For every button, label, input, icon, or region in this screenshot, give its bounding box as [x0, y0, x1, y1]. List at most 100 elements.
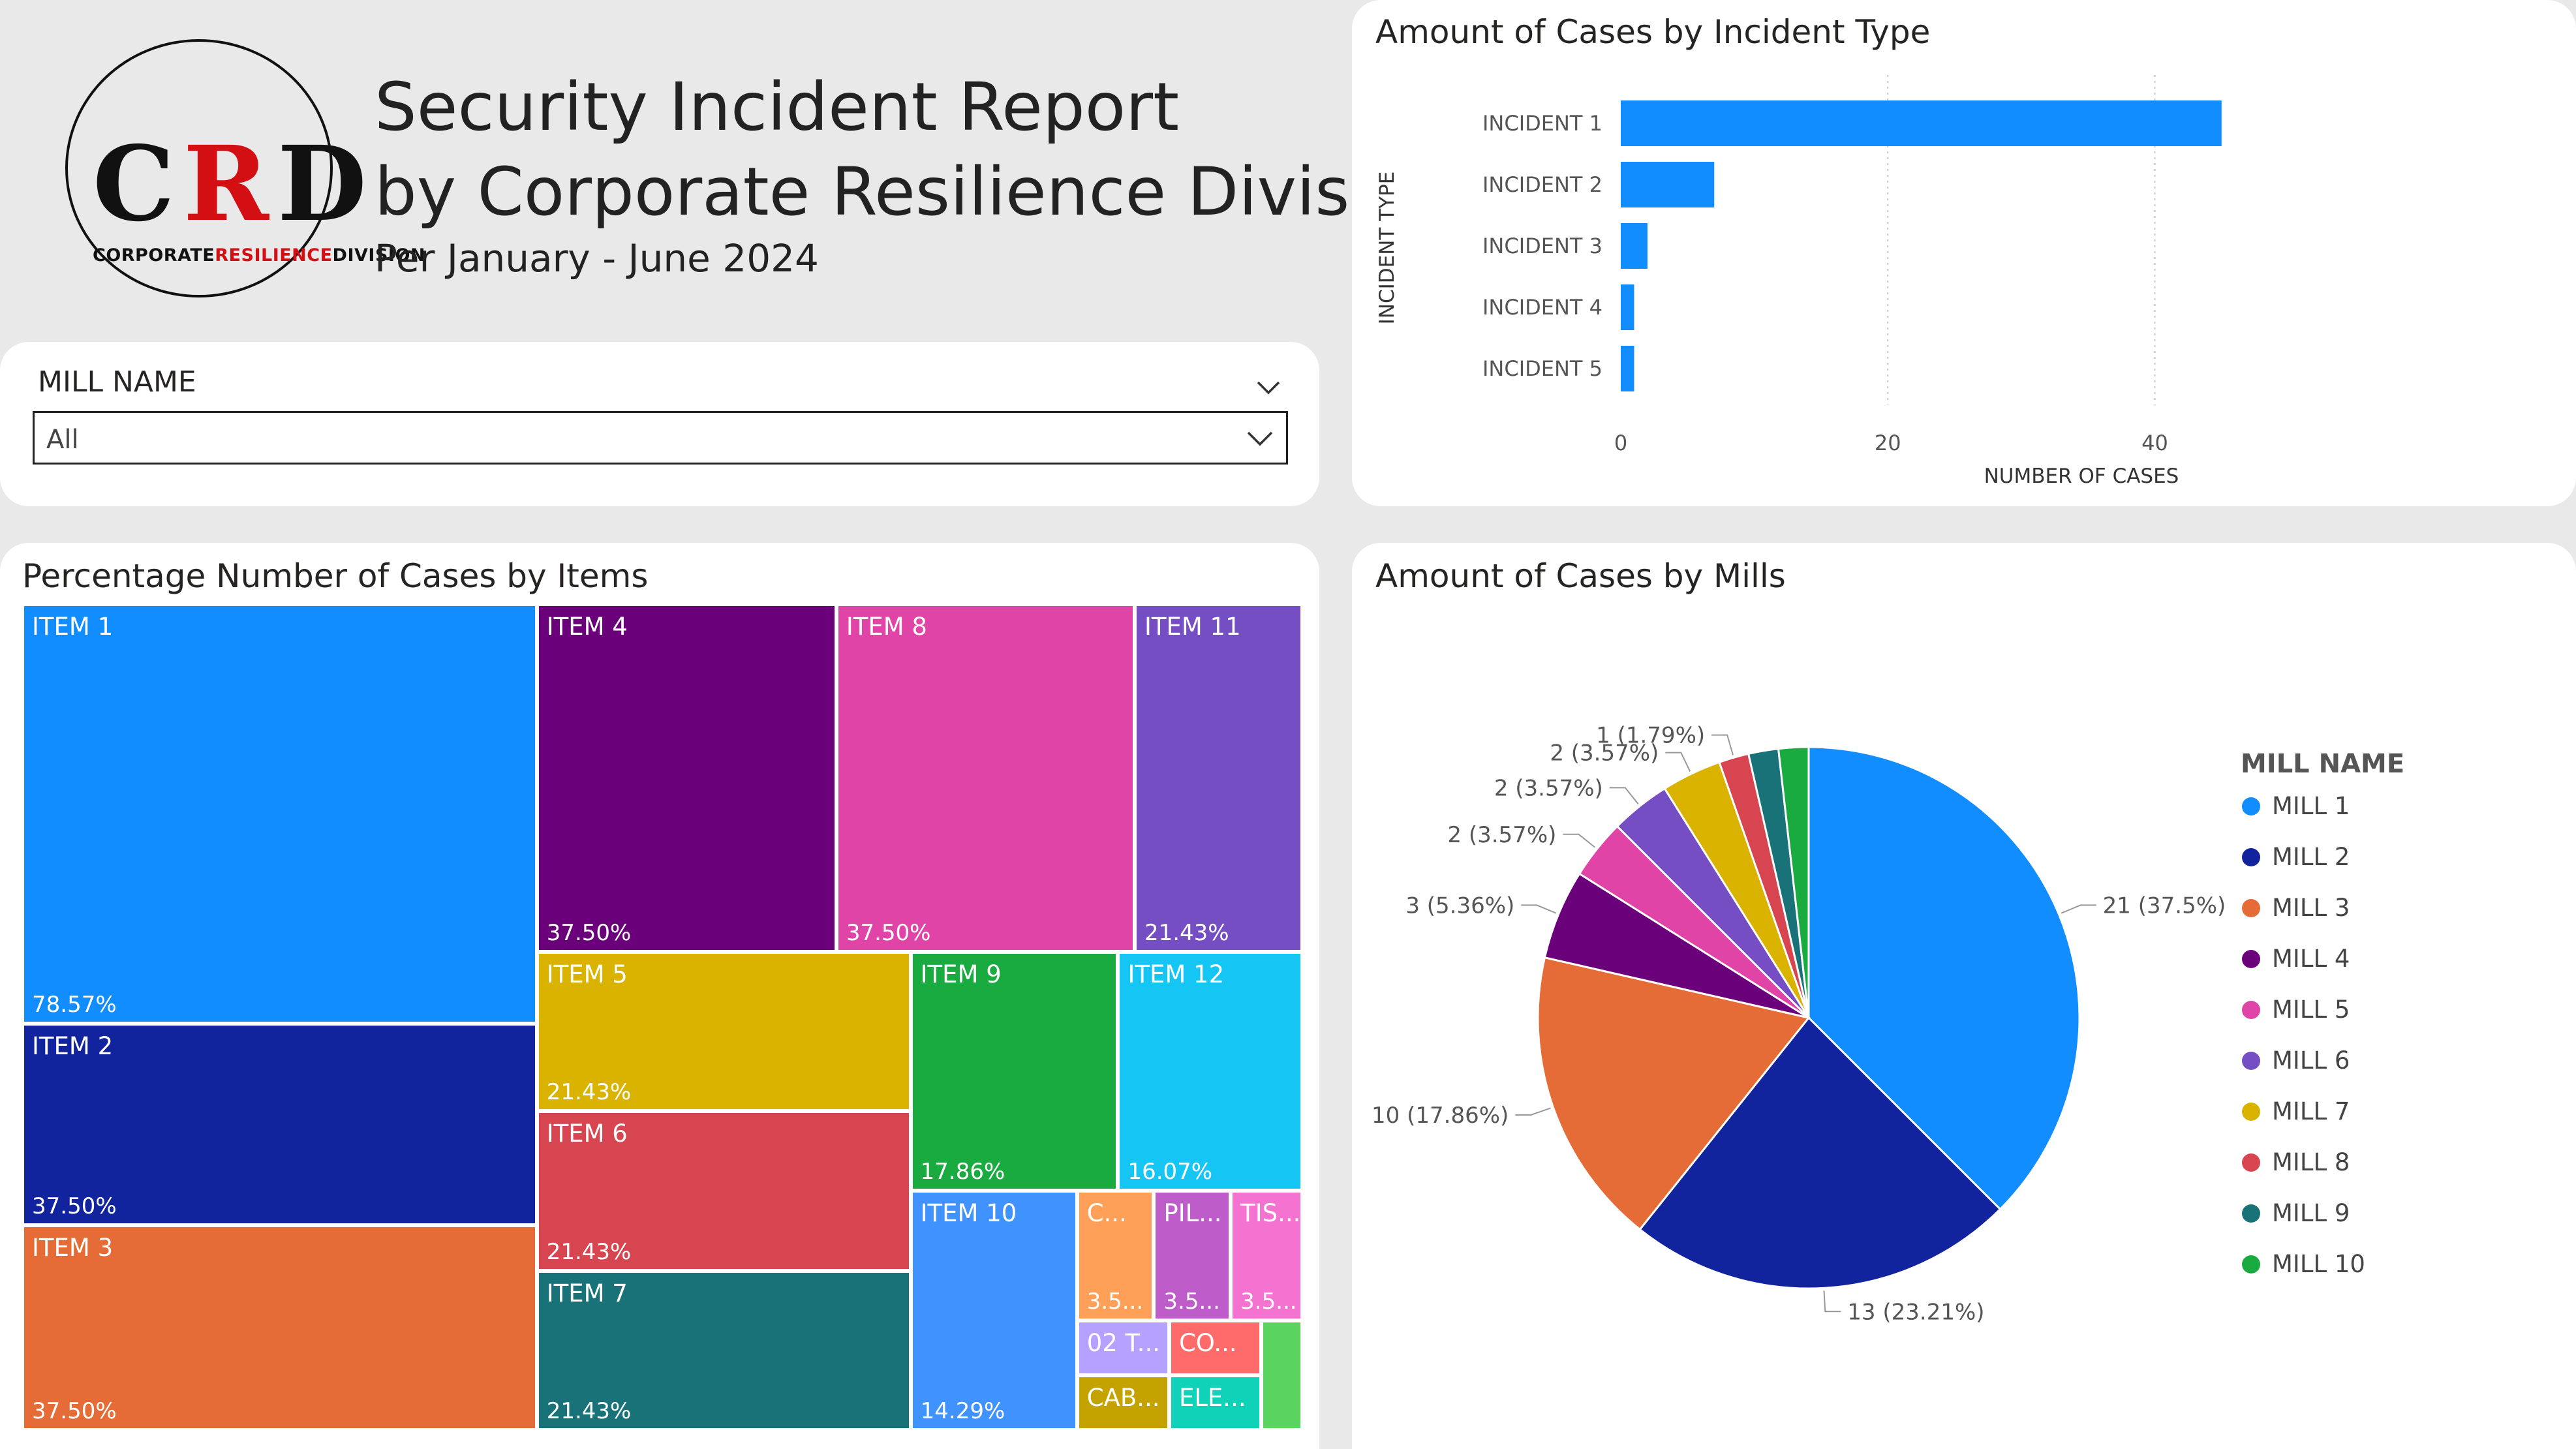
treemap-tile[interactable]: C... 3.5... [1077, 1190, 1154, 1320]
treemap-tile-label: ITEM 4 [546, 613, 628, 641]
treemap-tile-value: 21.43% [546, 1397, 632, 1424]
x-tick-label: 20 [1875, 431, 1901, 455]
treemap-title: Percentage Number of Cases by Items [22, 557, 649, 595]
treemap-tile[interactable]: ITEM 4 37.50% [536, 604, 836, 952]
treemap-tile[interactable]: ITEM 2 37.50% [22, 1024, 537, 1226]
incident-bar[interactable] [1621, 100, 2222, 146]
pie-slice[interactable] [1537, 956, 1811, 1231]
treemap-tile[interactable] [1261, 1320, 1302, 1430]
logo-letter: R [183, 124, 269, 245]
logo-letter: C [93, 124, 175, 245]
treemap-tile-value: 3.5... [1163, 1288, 1220, 1315]
x-axis-title: NUMBER OF CASES [1984, 465, 2179, 488]
treemap-tile[interactable]: ITEM 12 16.07% [1118, 951, 1302, 1191]
treemap-tile-label: PIL... [1163, 1198, 1222, 1227]
mills-chart-card: Amount of Cases by Mills 21 (37.5%) 13 (2… [1352, 543, 2576, 1449]
treemap-tile-value: 3.5... [1240, 1288, 1297, 1315]
pie-slice[interactable] [1638, 1016, 2002, 1290]
report-subtitle: Per January - June 2024 [375, 236, 819, 281]
legend-item[interactable]: MILL 4 [2242, 945, 2350, 973]
treemap-tile[interactable]: ITEM 10 14.29% [910, 1190, 1077, 1430]
items-treemap-card: Percentage Number of Cases by Items ITEM… [0, 543, 1319, 1449]
report-title-line1: Security Incident Report [375, 69, 1180, 146]
treemap-tile[interactable]: ITEM 5 21.43% [536, 951, 911, 1112]
slicer-label: MILL NAME [38, 365, 196, 399]
treemap-tile-label: TIS... [1240, 1198, 1301, 1227]
pie-slice[interactable] [1807, 746, 2081, 1211]
treemap-tile[interactable]: CO... [1169, 1320, 1262, 1376]
logo-word: RESILIENCE [215, 245, 333, 266]
pie-slice[interactable] [1543, 872, 1809, 1019]
collapse-chevron-icon[interactable] [1255, 378, 1281, 397]
incident-bar[interactable] [1621, 162, 1715, 207]
legend-label: MILL 4 [2272, 945, 2350, 973]
treemap-tile-value: 17.86% [920, 1158, 1005, 1185]
legend-item[interactable]: MILL 6 [2242, 1046, 2350, 1075]
items-treemap: ITEM 1 78.57% ITEM 2 37.50% ITEM 3 37.50% ITEM… [0, 543, 1319, 1449]
treemap-tile[interactable]: ITEM 1 78.57% [22, 604, 537, 1024]
report-title: Security Incident Report by Corporate Re… [375, 65, 1451, 235]
treemap-tile-value: 21.43% [1144, 919, 1229, 946]
treemap-tile-value: 3.5... [1086, 1288, 1144, 1315]
treemap-tile[interactable]: TIS... 3.5... [1231, 1190, 1302, 1320]
logo-letter: D [277, 124, 367, 245]
treemap-tile[interactable]: ITEM 3 37.50% [22, 1225, 537, 1430]
treemap-tile-label: ELE... [1178, 1384, 1246, 1412]
treemap-tile[interactable]: ITEM 11 21.43% [1134, 604, 1302, 952]
legend-label: MILL 9 [2272, 1199, 2350, 1227]
treemap-tile-value: 16.07% [1127, 1158, 1213, 1185]
legend-item[interactable]: MILL 3 [2242, 894, 2350, 922]
legend-item[interactable]: MILL 5 [2242, 996, 2350, 1024]
legend-item[interactable]: MILL 2 [2242, 843, 2350, 871]
x-tick-label: 40 [2141, 431, 2168, 455]
legend-label: MILL 1 [2272, 792, 2350, 820]
y-category-label: INCIDENT 1 [1482, 111, 1602, 136]
mill-name-dropdown[interactable]: All [33, 411, 1288, 465]
legend-item[interactable]: MILL 8 [2242, 1148, 2350, 1176]
pie-leader-line [1823, 1290, 1841, 1313]
legend-label: MILL 8 [2272, 1148, 2350, 1176]
treemap-tile[interactable]: ITEM 7 21.43% [536, 1270, 911, 1430]
treemap-tile[interactable]: ELE... [1169, 1375, 1262, 1430]
pie-leader-line [1515, 1107, 1551, 1116]
mill-name-slicer-card: MILL NAME All [0, 342, 1319, 506]
treemap-tile-value: 37.50% [32, 1193, 117, 1220]
treemap-tile-label: C... [1086, 1198, 1127, 1227]
treemap-tile-label: CO... [1178, 1328, 1237, 1357]
y-category-label: INCIDENT 3 [1482, 234, 1602, 258]
pie-leader-line [1711, 734, 1734, 755]
legend-item[interactable]: MILL 10 [2242, 1250, 2365, 1278]
treemap-tile-label: ITEM 8 [846, 613, 927, 641]
pie-slice[interactable] [1777, 746, 1810, 1018]
legend-swatch [2242, 1102, 2260, 1121]
chevron-down-icon [1247, 431, 1273, 446]
treemap-tile[interactable]: ITEM 8 37.50% [836, 604, 1135, 952]
incident-chart-title: Amount of Cases by Incident Type [1375, 13, 1931, 51]
treemap-tile[interactable]: PIL... 3.5... [1154, 1190, 1231, 1320]
treemap-tile[interactable]: ITEM 9 17.86% [910, 951, 1118, 1191]
legend-swatch [2242, 847, 2260, 866]
incident-bar[interactable] [1621, 223, 1648, 269]
legend-label: MILL 5 [2272, 996, 2350, 1024]
treemap-tile-value: 78.57% [32, 992, 117, 1018]
treemap-tile[interactable]: ITEM 6 21.43% [536, 1111, 911, 1271]
treemap-tile-label: ITEM 2 [32, 1032, 114, 1061]
treemap-tile-label: 02 T... [1086, 1328, 1161, 1357]
legend-swatch [2242, 1153, 2260, 1172]
pie-data-label: 2 (3.57%) [1550, 740, 1659, 767]
incident-bar[interactable] [1621, 346, 1634, 391]
legend-item[interactable]: MILL 7 [2242, 1097, 2350, 1125]
legend-swatch [2242, 898, 2260, 917]
legend-item[interactable]: MILL 1 [2242, 792, 2350, 820]
crd-logo: C R D CORPORATE RESILIENCE DIVISION [65, 39, 425, 297]
legend-swatch [2242, 1255, 2260, 1274]
treemap-tile[interactable]: CAB... [1077, 1375, 1169, 1430]
treemap-tile[interactable]: 02 T... [1077, 1320, 1169, 1376]
pie-leader-line [2061, 904, 2096, 914]
treemap-tile-label: ITEM 10 [920, 1198, 1017, 1227]
pie-data-label: 13 (23.21%) [1847, 1299, 1984, 1325]
treemap-tile-label: ITEM 7 [546, 1279, 628, 1307]
legend-item[interactable]: MILL 9 [2242, 1199, 2350, 1227]
incident-bar-chart: INCIDENT 1 INCIDENT 2 INCIDENT 3 INCIDENT 4… [1375, 75, 2222, 488]
incident-bar[interactable] [1621, 284, 1634, 330]
